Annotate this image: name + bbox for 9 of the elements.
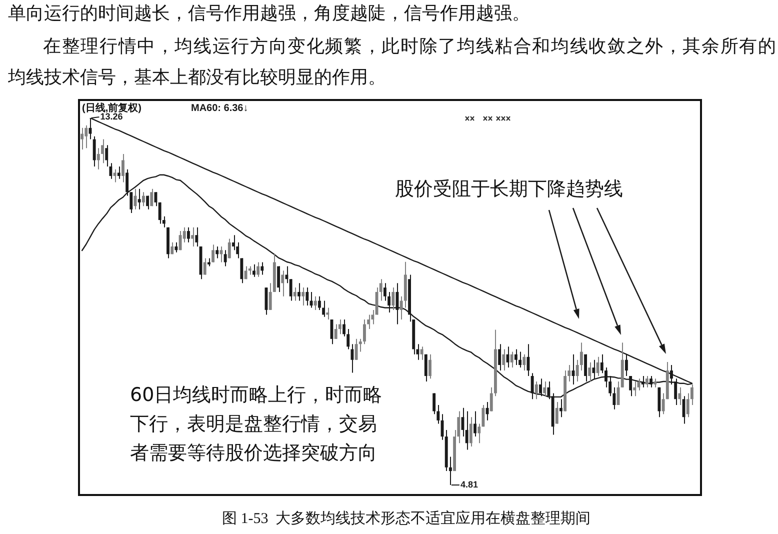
text: 单向运行的时间越长，信号作用越强，角度越陡，信号作用越强。 bbox=[8, 2, 530, 25]
chart-subtitle: (日线,前复权) bbox=[82, 102, 142, 114]
text: 均线技术信号，基本上都没有比较明显的作用。 bbox=[8, 66, 386, 89]
text: MA60: 6.36↓ bbox=[191, 103, 248, 114]
annotation: 股价受阻于长期下降趋势线 bbox=[395, 177, 623, 202]
text: 图 1-53 大多数均线技术形态不适宜应用在横盘整理期间 bbox=[222, 510, 591, 529]
text: 在整理行情中，均线运行方向变化频繁，此时除了均线粘合和均线收敛之外，其余所有的 bbox=[43, 35, 776, 58]
annotation: 60日均线时而略上行，时而略下行，表明是盘整行情，交易者需要等待股价选择突破方向 bbox=[130, 381, 385, 468]
annotation: 4.81 bbox=[460, 479, 478, 490]
